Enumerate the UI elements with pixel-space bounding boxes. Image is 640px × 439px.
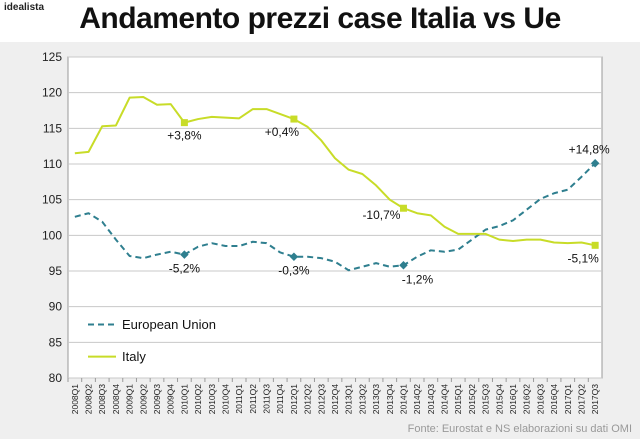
series-line-italy	[74, 95, 596, 247]
data-label: -10,7%	[362, 208, 400, 222]
y-tick-label: 110	[43, 157, 62, 171]
y-tick-label: 85	[49, 335, 63, 349]
x-tick-label: 2010Q2	[193, 384, 203, 415]
x-tick-label: 2015Q4	[494, 384, 504, 415]
data-point-marker	[290, 115, 298, 123]
x-tick-label: 2015Q1	[453, 384, 463, 415]
y-tick-label: 105	[42, 193, 62, 207]
x-tick-label: 2014Q2	[412, 384, 422, 415]
x-tick-label: 2013Q2	[357, 384, 367, 415]
x-tick-label: 2016Q2	[522, 384, 532, 415]
x-tick-label: 2016Q1	[508, 384, 518, 415]
data-label: +14,8%	[569, 142, 610, 156]
x-tick-label: 2008Q3	[97, 384, 107, 415]
x-tick-label: 2008Q2	[84, 384, 94, 415]
legend-label: European Union	[122, 317, 216, 332]
data-point-marker	[591, 241, 599, 249]
y-tick-label: 95	[49, 264, 63, 278]
data-point-marker	[399, 204, 407, 212]
x-tick-label: 2012Q3	[316, 384, 326, 415]
source-note: Fonte: Eurostat e NS elaborazioni su dat…	[407, 423, 632, 435]
x-tick-label: 2012Q2	[303, 384, 313, 415]
x-tick-label: 2015Q2	[467, 384, 477, 415]
brand-logo-text: idealista	[4, 2, 45, 13]
x-tick-label: 2015Q3	[481, 384, 491, 415]
y-tick-label: 125	[42, 50, 62, 64]
x-tick-label: 2014Q3	[426, 384, 436, 415]
x-tick-label: 2009Q2	[138, 384, 148, 415]
data-label: +0,4%	[265, 125, 300, 139]
data-point-marker	[399, 261, 408, 270]
x-tick-label: 2017Q2	[576, 384, 586, 415]
data-label: -1,2%	[402, 272, 434, 286]
x-tick-label: 2011Q4	[275, 384, 285, 414]
x-tick-label: 2009Q3	[152, 384, 162, 415]
data-point-marker	[289, 252, 299, 261]
x-tick-label: 2012Q1	[289, 384, 299, 415]
data-label: -5,2%	[169, 262, 201, 276]
x-tick-label: 2011Q3	[262, 384, 272, 414]
y-tick-label: 115	[43, 121, 62, 135]
x-tick-label: 2014Q1	[398, 384, 408, 415]
y-tick-label: 120	[42, 86, 62, 100]
plot-area	[67, 56, 603, 379]
x-tick-label: 2016Q4	[549, 384, 559, 415]
data-label: +3,8%	[167, 129, 202, 143]
x-tick-label: 2010Q3	[207, 384, 217, 415]
x-tick-label: 2008Q1	[70, 384, 80, 415]
y-tick-label: 100	[42, 228, 62, 242]
y-tick-label: 80	[49, 371, 63, 385]
page-title: Andamento prezzi case Italia vs Ue	[79, 2, 561, 35]
x-tick-label: 2017Q3	[590, 384, 600, 415]
data-label: -0,3%	[278, 264, 310, 278]
x-tick-label: 2011Q2	[248, 384, 258, 414]
x-tick-label: 2010Q1	[179, 384, 189, 415]
x-tick-label: 2009Q4	[166, 384, 176, 415]
y-tick-label: 90	[49, 300, 63, 314]
x-tick-label: 2014Q4	[440, 384, 450, 415]
x-tick-label: 2011Q1	[234, 384, 244, 414]
x-tick-label: 2010Q4	[220, 384, 230, 415]
x-tick-label: 2016Q3	[535, 384, 545, 415]
data-label: -5,1%	[567, 251, 599, 265]
x-tick-label: 2013Q4	[385, 384, 395, 415]
x-tick-label: 2009Q1	[125, 384, 135, 415]
x-tick-label: 2013Q1	[344, 384, 354, 415]
x-tick-label: 2017Q1	[563, 384, 573, 415]
legend-label: Italy	[122, 349, 146, 364]
data-point-marker	[180, 119, 188, 127]
x-tick-label: 2013Q3	[371, 384, 381, 415]
data-point-marker	[180, 250, 189, 259]
chart-panel: 80 85 90 95 100 105 110 115 120 125 2008Q1 2008Q2 20…	[0, 42, 640, 439]
x-tick-label: 2008Q4	[111, 384, 121, 415]
x-tick-label: 2012Q4	[330, 384, 340, 415]
